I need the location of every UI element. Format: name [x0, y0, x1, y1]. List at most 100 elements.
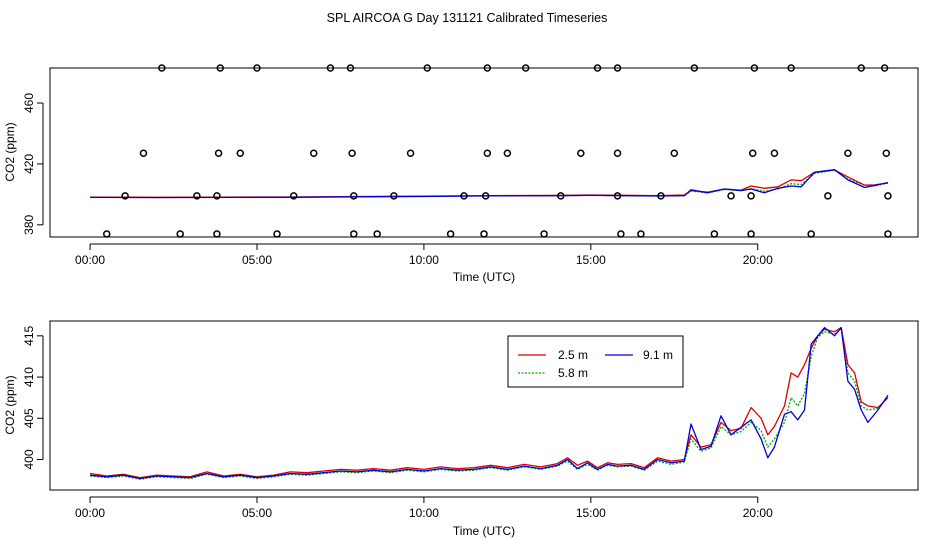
flag-point — [350, 230, 358, 238]
top-series-2-5-m — [90, 169, 889, 198]
flag-point — [480, 230, 488, 238]
top-panel-all-points: 00:00 05:00 10:00 15:00 20:00 380 420 460 Time… — [3, 64, 919, 284]
bottom-x-tick-label: 15:00 — [576, 506, 606, 520]
flag-point — [446, 230, 455, 238]
flag-point — [423, 64, 431, 72]
bottom-panel-x-axis: 00:00 05:00 10:00 15:00 20:00 — [75, 496, 773, 520]
top-panel-series — [90, 169, 889, 199]
bottom-series-9-1-m — [90, 326, 889, 480]
bottom-x-tick-label: 05:00 — [242, 506, 272, 520]
flag-point — [617, 230, 625, 238]
flag-point — [406, 149, 415, 158]
bottom-panel-y-axis: 400 405 410 415 — [22, 326, 44, 470]
flag-point — [213, 230, 221, 238]
flag-point — [770, 149, 779, 158]
flag-point — [884, 192, 892, 200]
flag-point — [540, 230, 548, 238]
flag-point — [884, 230, 892, 238]
flag-point — [747, 192, 755, 200]
flag-point — [193, 192, 201, 200]
flag-point — [613, 64, 622, 72]
top-series-9-1-m — [90, 169, 889, 199]
bottom-panel-series — [90, 326, 889, 480]
bottom-y-tick-label: 415 — [22, 326, 36, 346]
legend-label-9-1m: 9.1 m — [643, 348, 673, 362]
flag-point — [747, 230, 755, 238]
top-y-tick-label: 420 — [22, 154, 36, 174]
top-panel-x-axis: 00:00 05:00 10:00 15:00 20:00 — [75, 243, 773, 267]
flag-point — [460, 192, 468, 200]
flag-point — [121, 192, 129, 200]
flag-point — [613, 192, 622, 200]
top-panel-y-label: CO2 (ppm) — [3, 122, 17, 181]
flag-point — [557, 192, 565, 200]
flag-point — [483, 149, 492, 158]
flag-point — [593, 64, 602, 72]
flag-point — [824, 192, 832, 200]
bottom-x-tick-label: 20:00 — [743, 506, 773, 520]
top-panel-x-label: Time (UTC) — [453, 270, 515, 284]
legend-label-5-8m: 5.8 m — [558, 366, 588, 380]
legend-label-2-5m: 2.5 m — [558, 348, 588, 362]
bottom-panel-zoomed: 00:00 05:00 10:00 15:00 20:00 400 405 410 415 T… — [3, 320, 919, 538]
flag-point — [637, 230, 645, 238]
bottom-y-tick-label: 405 — [22, 408, 36, 428]
bottom-panel-x-label: Time (UTC) — [453, 524, 515, 538]
flag-point — [844, 149, 852, 158]
flag-point — [213, 192, 221, 200]
top-x-tick-label: 05:00 — [242, 253, 272, 267]
flag-point — [857, 64, 865, 72]
top-x-tick-label: 20:00 — [743, 253, 773, 267]
flag-point — [273, 230, 281, 238]
flag-point — [483, 64, 492, 72]
flag-point — [176, 230, 184, 238]
flag-point — [348, 149, 356, 158]
flag-point — [236, 149, 245, 158]
flag-point — [882, 149, 891, 158]
flag-point — [787, 64, 795, 72]
flag-point — [390, 192, 398, 200]
bottom-panel-y-label: CO2 (ppm) — [3, 375, 17, 434]
flag-point — [750, 64, 759, 72]
flag-point — [373, 230, 381, 238]
flag-point — [289, 192, 298, 200]
flag-point — [710, 230, 719, 238]
top-panel-flag-points — [103, 64, 892, 238]
flag-point — [613, 149, 622, 158]
flag-point — [670, 149, 679, 158]
flag-point — [807, 230, 815, 238]
flag-point — [727, 192, 735, 200]
flag-point — [481, 192, 490, 200]
flag-point — [158, 64, 166, 72]
flag-point — [521, 64, 530, 72]
flag-point — [326, 64, 335, 72]
top-x-tick-label: 00:00 — [75, 253, 105, 267]
top-panel-y-axis: 380 420 460 — [22, 93, 44, 235]
flag-point — [880, 64, 889, 72]
figure-title: SPL AIRCOA G Day 131121 Calibrated Times… — [327, 11, 608, 25]
top-x-tick-label: 15:00 — [576, 253, 606, 267]
bottom-panel-frame — [49, 320, 919, 491]
flag-point — [216, 64, 225, 72]
flag-point — [503, 149, 512, 158]
flag-point — [309, 149, 318, 158]
legend-box — [507, 335, 684, 388]
top-series-5-8-m — [90, 169, 889, 199]
bottom-y-tick-label: 410 — [22, 367, 36, 387]
flag-point — [577, 149, 585, 158]
flag-point — [103, 230, 111, 238]
flag-point — [139, 149, 148, 158]
flag-point — [214, 149, 223, 158]
flag-point — [350, 192, 358, 200]
flag-point — [690, 64, 699, 72]
flag-point — [253, 64, 261, 72]
flag-point — [346, 64, 355, 72]
bottom-series-2-5-m — [90, 326, 889, 479]
bottom-x-tick-label: 10:00 — [409, 506, 439, 520]
top-x-tick-label: 10:00 — [409, 253, 439, 267]
legend: 2.5 m 9.1 m 5.8 m — [507, 335, 684, 388]
top-y-tick-label: 380 — [22, 214, 36, 234]
bottom-y-tick-label: 400 — [22, 449, 36, 469]
flag-point — [748, 149, 757, 158]
